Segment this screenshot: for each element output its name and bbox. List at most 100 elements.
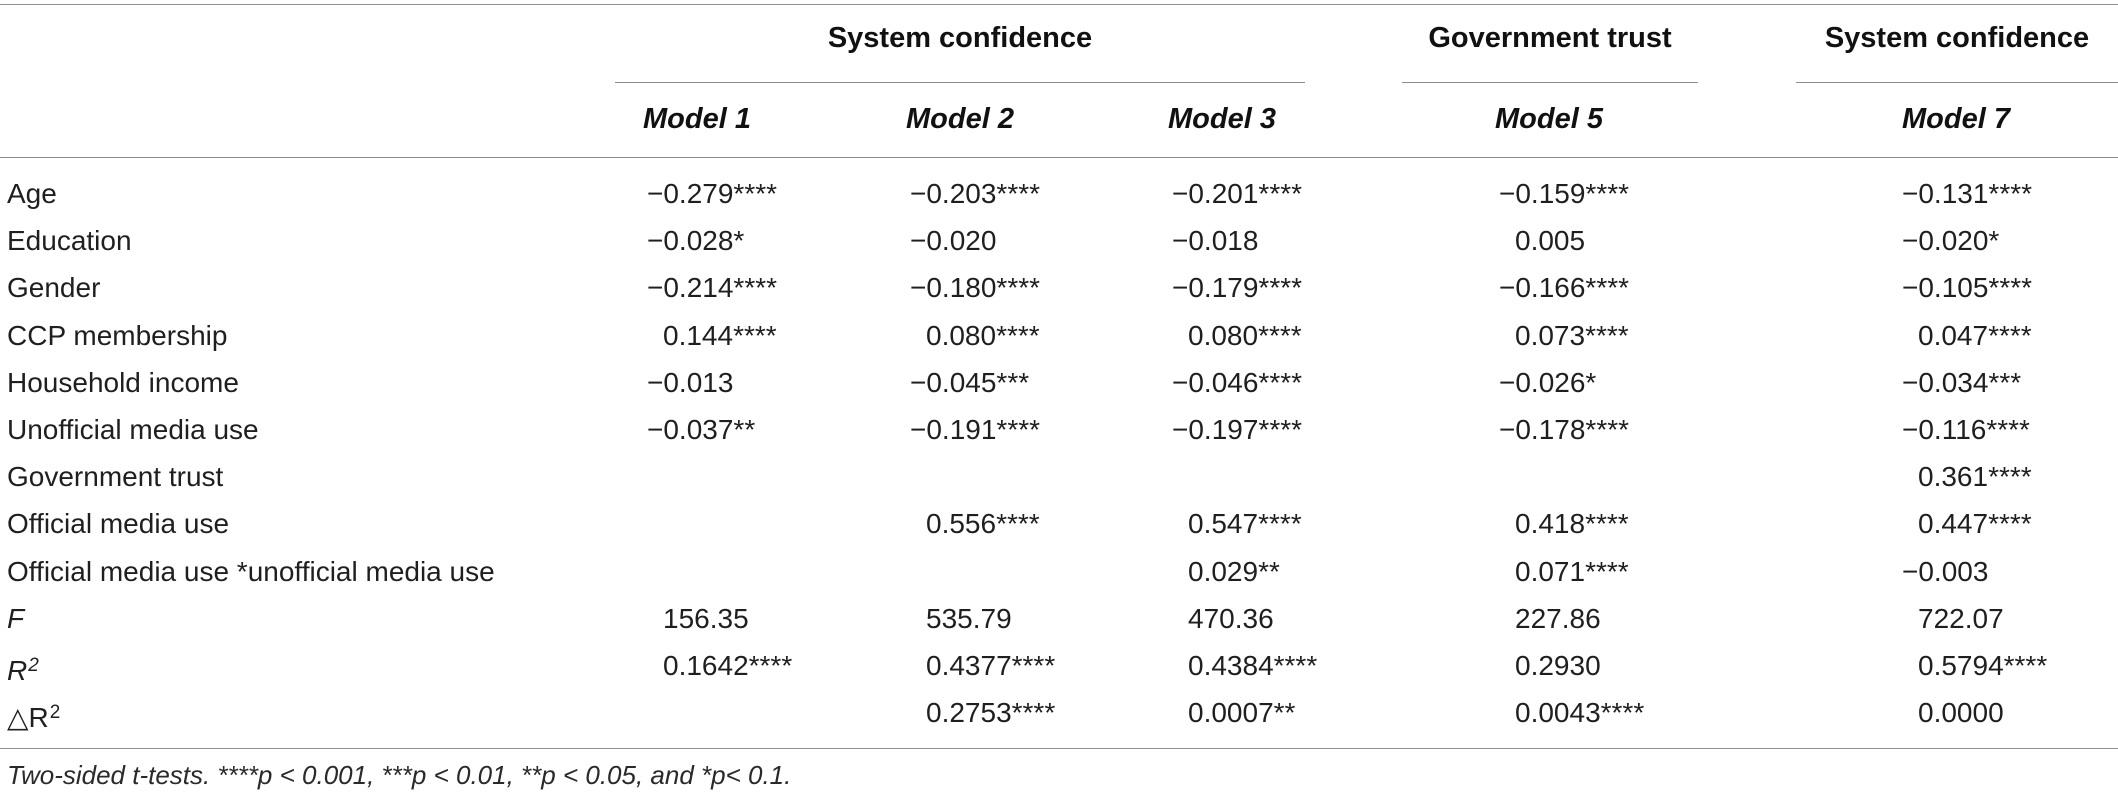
table-cell: 0.0000 — [1918, 697, 2004, 729]
table-cell: −0.020 — [910, 225, 997, 257]
superscript: 2 — [49, 702, 61, 724]
table-cell: −0.003 — [1902, 555, 1989, 587]
table-row: F 156.35 535.79 470.36 227.86 722.07 — [0, 595, 2118, 642]
group-header-government-trust: Government trust — [1428, 22, 1672, 54]
row-label: Unofficial media use — [7, 406, 259, 453]
table-cell: 156.35 — [663, 602, 749, 634]
table-cell: 0.2753**** — [926, 697, 1056, 729]
table-cell: 0.556**** — [926, 508, 1040, 540]
table-cell: 0.005 — [1515, 225, 1586, 257]
table-row: Education −0.028* −0.020 −0.018 0.005 −0.020* — [0, 217, 2118, 264]
table-cell: −0.018 — [1172, 225, 1259, 257]
table-cell: −0.037** — [647, 414, 756, 445]
table-cell: −0.179**** — [1172, 272, 1303, 304]
bottom-rule — [0, 748, 2118, 749]
table-cell: −0.201**** — [1172, 178, 1303, 209]
table-cell: 0.144**** — [663, 319, 777, 351]
table-footnote: Two-sided t-tests. ****p < 0.001, ***p <… — [7, 760, 792, 790]
table-cell: 470.36 — [1188, 602, 1274, 634]
table-row: Gender −0.214**** −0.180**** −0.179**** −0.1… — [0, 264, 2118, 311]
group-underline-2 — [1402, 82, 1698, 83]
table-cell: −0.045*** — [910, 366, 1030, 398]
table-row: Government trust 0.361**** — [0, 453, 2118, 500]
table-cell: 0.4377**** — [926, 650, 1056, 681]
table-row: CCP membership 0.144**** 0.080**** 0.080***… — [0, 312, 2118, 359]
table-cell: −0.203**** — [910, 178, 1041, 209]
row-label: Government trust — [7, 453, 223, 500]
table-cell: 0.547**** — [1188, 508, 1302, 540]
row-label: Gender — [7, 264, 100, 311]
table-cell: −0.166**** — [1499, 272, 1630, 304]
table-cell: −0.214**** — [647, 272, 778, 304]
row-label-text: Government trust — [7, 461, 224, 493]
table-row: Age −0.279**** −0.203**** −0.201**** −0.159*… — [0, 170, 2118, 217]
table-cell: 0.080**** — [926, 319, 1040, 351]
model-2-header: Model 2 — [906, 103, 1014, 135]
row-label: F — [7, 595, 24, 642]
group-underline-1 — [615, 82, 1305, 83]
table-cell: 0.071**** — [1515, 555, 1629, 587]
table-cell: −0.116**** — [1902, 414, 2030, 445]
header-bottom-rule — [0, 157, 2118, 158]
table-cell: −0.013 — [647, 366, 734, 398]
table-row: Official media use *unofficial media use… — [0, 548, 2118, 595]
table-cell: 535.79 — [926, 602, 1012, 634]
table-row: Unofficial media use −0.037** −0.191**** −0… — [0, 406, 2118, 453]
row-label: Education — [7, 217, 132, 264]
row-label-text: Official media use — [7, 508, 230, 540]
model-7-header: Model 7 — [1902, 103, 2010, 135]
row-label-text: Household income — [7, 366, 239, 398]
table-cell: 0.1642**** — [663, 650, 793, 681]
row-label-text: CCP membership — [7, 319, 228, 351]
table-cell: 0.418**** — [1515, 508, 1629, 540]
table-cell: 0.0007** — [1188, 697, 1296, 729]
top-rule — [0, 4, 2118, 5]
table-cell: 0.2930 — [1515, 650, 1601, 681]
group-header-system-confidence-2: System confidence — [1824, 22, 2090, 54]
row-label: Household income — [7, 359, 239, 406]
table-cell: −0.028* — [647, 225, 745, 257]
table-cell: −0.279**** — [647, 178, 778, 209]
table-cell: −0.026* — [1499, 366, 1597, 398]
table-cell: −0.020* — [1902, 225, 2000, 257]
table-row: △R2 0.2753**** 0.0007** 0.0043**** 0.0000 — [0, 689, 2118, 736]
row-label-text: △R — [7, 702, 49, 734]
table-cell: 0.4384**** — [1188, 650, 1318, 681]
table-cell: 0.361**** — [1918, 461, 2032, 493]
table-cell: −0.191**** — [910, 414, 1041, 445]
row-label-text: Unofficial media use — [7, 414, 259, 445]
table-cell: 722.07 — [1918, 602, 2004, 634]
table-row: Official media use 0.556**** 0.547**** 0.41… — [0, 500, 2118, 547]
row-label: R2 — [7, 642, 39, 694]
table-row: Household income −0.013 −0.045*** −0.046***… — [0, 359, 2118, 406]
table-cell: 227.86 — [1515, 602, 1601, 634]
table-cell: 0.5794**** — [1918, 650, 2048, 681]
table-cell: 0.447**** — [1918, 508, 2032, 540]
row-label: Official media use — [7, 500, 229, 547]
row-label-text: Education — [7, 225, 132, 257]
model-3-header: Model 3 — [1168, 103, 1276, 135]
group-underline-3 — [1796, 82, 2118, 83]
table-cell: 0.073**** — [1515, 319, 1629, 351]
table-cell: 0.080**** — [1188, 319, 1302, 351]
table-cell: −0.180**** — [910, 272, 1041, 304]
model-5-header: Model 5 — [1495, 103, 1603, 135]
table-cell: −0.131**** — [1902, 178, 2033, 209]
table-cell: 0.029** — [1188, 555, 1280, 587]
model-1-header: Model 1 — [643, 103, 751, 135]
table-cell: −0.046**** — [1172, 366, 1303, 398]
group-header-system-confidence-1: System confidence — [827, 22, 1093, 54]
table-cell: 0.047**** — [1918, 319, 2032, 351]
row-label-text: R — [7, 655, 28, 686]
table-cell: −0.159**** — [1499, 178, 1630, 209]
row-label: Official media use *unofficial media use — [7, 548, 495, 595]
row-label: CCP membership — [7, 312, 227, 359]
table-cell: −0.105**** — [1902, 272, 2033, 304]
row-label: △R2 — [7, 689, 60, 741]
table-row: R2 0.1642**** 0.4377**** 0.4384**** 0.2930 0.… — [0, 642, 2118, 689]
table-cell: −0.197**** — [1172, 414, 1303, 445]
row-label: Age — [7, 170, 57, 217]
row-label-text: F — [7, 602, 25, 634]
table-cell: 0.0043**** — [1515, 697, 1645, 729]
superscript: 2 — [28, 655, 39, 676]
